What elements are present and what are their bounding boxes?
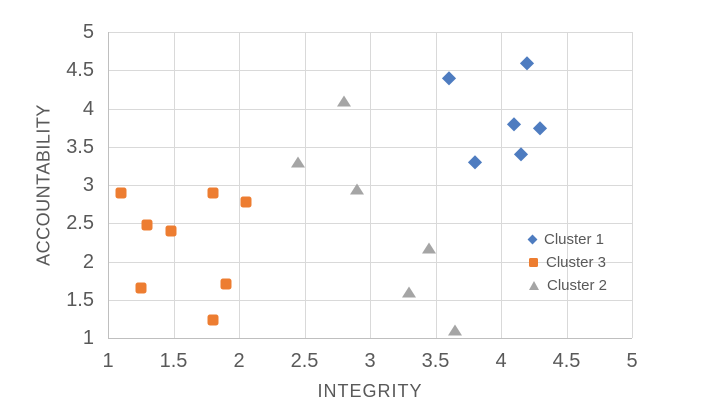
x-tick-label: 2	[233, 350, 245, 372]
data-point-cluster-3	[240, 196, 252, 208]
data-point-cluster-2	[336, 95, 351, 107]
data-point-cluster-2	[290, 156, 305, 168]
data-point-cluster-3	[207, 187, 219, 199]
x-tick-label: 1	[102, 350, 114, 372]
data-point-cluster-2	[402, 286, 417, 298]
x-tick-label: 3.5	[421, 350, 450, 372]
y-tick-label: 3	[82, 174, 94, 196]
data-point-cluster-3	[141, 219, 153, 231]
gridline-horizontal	[108, 185, 632, 186]
legend-triangle-icon	[529, 281, 539, 290]
legend-item-cluster-2: Cluster 2	[529, 274, 607, 297]
gridline-horizontal	[108, 299, 632, 301]
legend-square-icon	[529, 258, 538, 267]
x-tick-label: 4.5	[552, 350, 581, 372]
gridline-horizontal	[108, 146, 632, 148]
y-tick-label: 2	[82, 250, 94, 273]
data-point-cluster-3	[135, 282, 147, 294]
legend-label: Cluster 3	[546, 254, 607, 271]
x-tick-label: 1.5	[159, 350, 188, 372]
y-tick-label: 3.5	[66, 135, 94, 158]
data-point-cluster-3	[165, 225, 177, 237]
x-axis-title: INTEGRITY	[317, 381, 423, 401]
x-tick-label: 3	[364, 350, 376, 372]
legend-item-cluster-3: Cluster 3	[529, 251, 607, 274]
data-point-cluster-1	[520, 55, 534, 70]
data-point-cluster-1	[533, 120, 548, 135]
plot-area	[108, 32, 633, 339]
x-axis-line	[108, 338, 632, 339]
gridline-horizontal	[108, 70, 632, 72]
data-point-cluster-1	[507, 117, 521, 131]
gridline-vertical	[632, 32, 633, 338]
legend-diamond-icon	[527, 234, 538, 245]
y-tick-label: 4	[82, 97, 94, 120]
x-tick-label: 2.5	[290, 350, 319, 372]
gridline-horizontal	[108, 261, 632, 263]
data-point-cluster-3	[220, 278, 232, 290]
legend-label: Cluster 1	[544, 231, 605, 248]
data-point-cluster-1	[441, 71, 456, 85]
data-point-cluster-3	[207, 314, 219, 326]
gridline-horizontal	[108, 108, 632, 110]
data-point-cluster-2	[448, 324, 463, 336]
gridline-horizontal	[108, 223, 632, 225]
x-tick-label: 5	[626, 350, 638, 372]
data-point-cluster-2	[421, 242, 436, 254]
legend-item-cluster-1: Cluster 1	[527, 228, 607, 251]
y-tick-label: 1.5	[66, 288, 94, 311]
y-tick-label: 4.5	[66, 59, 94, 82]
y-tick-label: 5	[82, 21, 94, 43]
data-point-cluster-2	[349, 183, 364, 195]
legend: Cluster 1 Cluster 3 Cluster 2	[527, 228, 607, 297]
data-point-cluster-1	[513, 147, 528, 162]
y-tick-label: 2.5	[66, 212, 94, 235]
legend-label: Cluster 2	[547, 277, 608, 294]
data-point-cluster-3	[115, 187, 127, 199]
y-axis-line	[108, 32, 109, 338]
y-tick-label: 1	[82, 327, 94, 349]
gridline-horizontal	[108, 32, 632, 33]
data-point-cluster-1	[468, 155, 482, 169]
x-tick-label: 4	[495, 350, 507, 372]
